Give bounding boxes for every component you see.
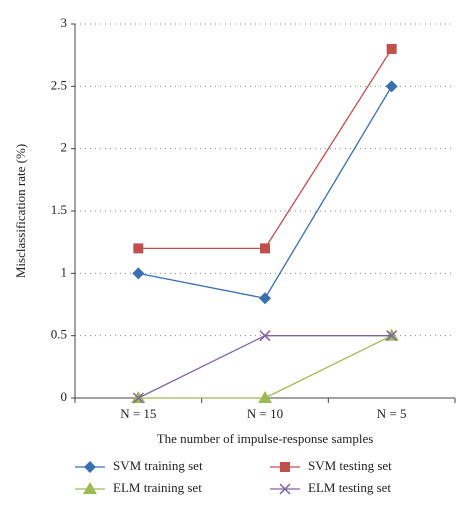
- series-line: [138, 335, 392, 399]
- x-tick-label: N = 5: [377, 406, 407, 421]
- series-line: [138, 335, 392, 399]
- y-tick-label: 2.5: [51, 77, 67, 92]
- x-tick-label: N = 15: [120, 406, 156, 421]
- marker: [132, 267, 145, 280]
- marker: [259, 330, 271, 342]
- legend-label: SVM testing set: [308, 458, 392, 473]
- y-tick-label: 3: [61, 15, 68, 30]
- marker: [259, 292, 271, 305]
- x-axis-label: The number of impulse-response samples: [157, 431, 374, 446]
- x-tick-label: N = 10: [247, 406, 283, 421]
- marker: [258, 391, 272, 403]
- y-tick-label: 1.5: [51, 202, 67, 217]
- marker: [385, 80, 398, 93]
- legend-label: ELM training set: [113, 480, 202, 495]
- marker: [260, 243, 270, 254]
- series-line: [138, 85, 393, 299]
- marker: [83, 482, 97, 494]
- marker: [386, 43, 397, 54]
- y-tick-label: 0.5: [51, 327, 67, 342]
- marker: [279, 483, 291, 495]
- marker: [280, 462, 290, 472]
- marker: [132, 392, 144, 404]
- marker: [133, 243, 144, 254]
- marker: [84, 461, 96, 473]
- marker: [386, 330, 398, 342]
- y-axis-label: Misclassification rate (%): [13, 144, 28, 278]
- y-tick-label: 1: [61, 264, 68, 279]
- y-tick-label: 2: [61, 140, 68, 155]
- legend-label: SVM training set: [113, 458, 203, 473]
- y-tick-label: 0: [61, 389, 68, 404]
- legend-label: ELM testing set: [308, 480, 391, 495]
